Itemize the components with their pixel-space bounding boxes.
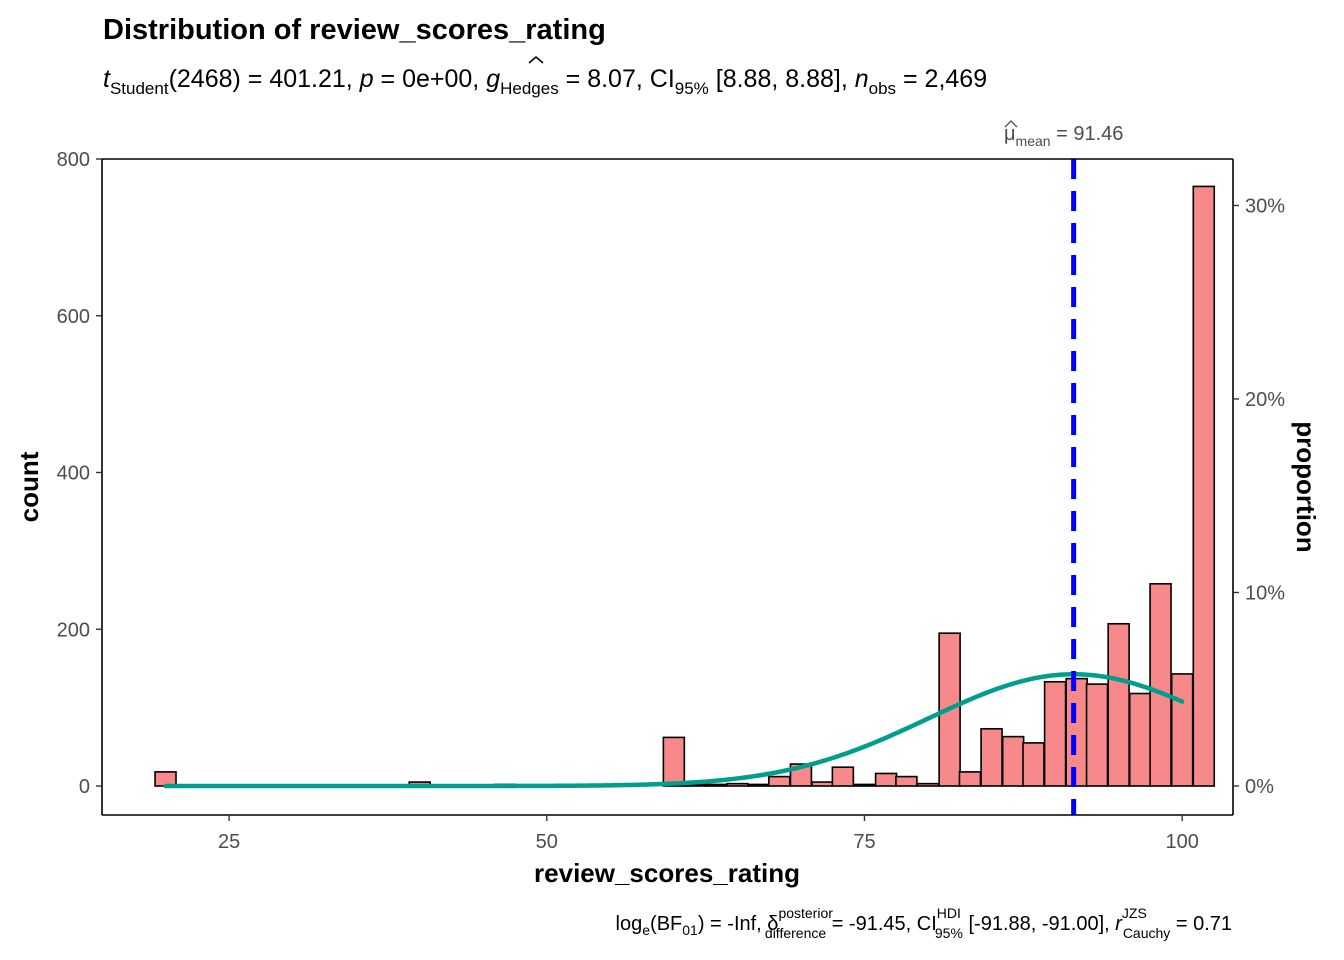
- histogram-bar: [1170, 673, 1194, 787]
- caption-delta-sub: difference: [765, 925, 826, 941]
- g-hat-mark: [528, 56, 544, 64]
- histogram-bar: [958, 771, 982, 787]
- subtitle-n-label: n: [855, 65, 869, 93]
- histogram-bar: [1192, 185, 1216, 787]
- density-layer: [163, 672, 1185, 789]
- histogram-bar: [1107, 622, 1130, 787]
- x-tick-label: 25: [218, 831, 240, 853]
- histogram-bar: [980, 727, 1003, 787]
- subtitle-ci-value: [8.88, 8.88],: [709, 65, 855, 93]
- subtitle-p-label: p: [359, 65, 374, 93]
- subtitle-n-sub: obs: [869, 79, 896, 98]
- chart-subtitle: tStudent(2468) = 401.21, p = 0e+00, gHed…: [103, 65, 987, 98]
- caption-r-sup: JZS: [1122, 905, 1147, 921]
- y-axis-title: count: [14, 451, 44, 522]
- subtitle-p-value: = 0e+00,: [374, 65, 487, 93]
- y-tick-label: 0: [79, 776, 90, 798]
- histogram-bar: [831, 766, 855, 787]
- y-tick-label: 400: [57, 463, 90, 485]
- histogram-bar: [1001, 735, 1025, 787]
- x-axis-title: review_scores_rating: [534, 858, 800, 888]
- y-tick-label: 800: [57, 149, 90, 171]
- caption-delta-sup: posterior: [778, 905, 833, 921]
- x-tick-label: 100: [1165, 831, 1198, 853]
- caption-delta: δ: [767, 913, 778, 935]
- y2-tick-label: 30%: [1245, 195, 1285, 217]
- histogram-bar: [853, 783, 876, 787]
- x-tick-label: 75: [853, 831, 875, 853]
- axes-layer: 25 50 75 100 0 200 400 600 800 0% 10% 20% 30%: [57, 149, 1286, 853]
- subtitle-df: (2468) = 401.21,: [169, 65, 360, 93]
- subtitle-g-sub: Hedges: [500, 79, 559, 98]
- histogram-bar: [1149, 582, 1172, 787]
- subtitle-t-label: t: [103, 65, 111, 93]
- histogram-bar: [1022, 742, 1045, 787]
- mean-label-mu: μ: [1004, 123, 1016, 145]
- mean-label-value: = 91.46: [1051, 123, 1124, 145]
- histogram-bar: [895, 775, 918, 787]
- subtitle-ci-sub: 95%: [675, 79, 709, 98]
- y2-tick-label: 0%: [1245, 776, 1274, 798]
- caption-bf-value: ) = -Inf,: [698, 913, 767, 935]
- histogram-bar: [747, 783, 771, 787]
- subtitle-t-sub: Student: [110, 79, 169, 98]
- caption-r: r: [1115, 913, 1123, 935]
- histogram-bar: [768, 775, 791, 787]
- bars-layer: [154, 185, 1216, 787]
- caption-log-sub: e: [642, 922, 650, 938]
- subtitle-g-label: g: [486, 65, 500, 93]
- caption-bf: (BF: [650, 913, 682, 935]
- caption-ci-sup: HDI: [937, 905, 961, 921]
- y2-tick-label: 10%: [1245, 582, 1285, 604]
- caption-ci-value: [-91.88, -91.00],: [963, 913, 1115, 935]
- y2-axis-title: proportion: [1291, 421, 1321, 552]
- y-tick-label: 600: [57, 306, 90, 328]
- histogram-bar: [811, 781, 834, 787]
- mean-label-sub: mean: [1016, 133, 1051, 149]
- caption-ci-sub: 95%: [935, 925, 963, 941]
- histogram-bar: [874, 772, 898, 787]
- histogram-bar: [1065, 677, 1088, 787]
- mu-hat-mark: [1004, 120, 1018, 128]
- chart-caption: loge(BF01) = -Inf, δposterior difference …: [616, 905, 1232, 941]
- mean-label: μmean = 91.46: [1004, 123, 1123, 149]
- histogram-bar: [916, 782, 940, 787]
- caption-r-sub: Cauchy: [1123, 925, 1170, 941]
- histogram-bar: [704, 783, 728, 787]
- histogram-bar: [662, 736, 686, 787]
- histogram-bar: [1128, 692, 1152, 787]
- density-curve: [163, 672, 1185, 789]
- caption-r-value: = 0.71: [1170, 913, 1232, 935]
- y2-tick-label: 20%: [1245, 389, 1285, 411]
- x-tick-label: 50: [536, 831, 558, 853]
- subtitle-g-value: = 8.07, CI: [559, 65, 675, 93]
- chart-title: Distribution of review_scores_rating: [103, 14, 606, 46]
- caption-log: log: [616, 913, 643, 935]
- histogram-bar: [1043, 680, 1067, 787]
- histogram-bar: [1085, 683, 1109, 787]
- histogram-bar: [726, 782, 749, 787]
- y-tick-label: 200: [57, 619, 90, 641]
- caption-bf-sub: 01: [682, 922, 698, 938]
- caption-delta-value: = -91.45, CI: [826, 913, 937, 935]
- subtitle-n-value: = 2,469: [896, 65, 987, 93]
